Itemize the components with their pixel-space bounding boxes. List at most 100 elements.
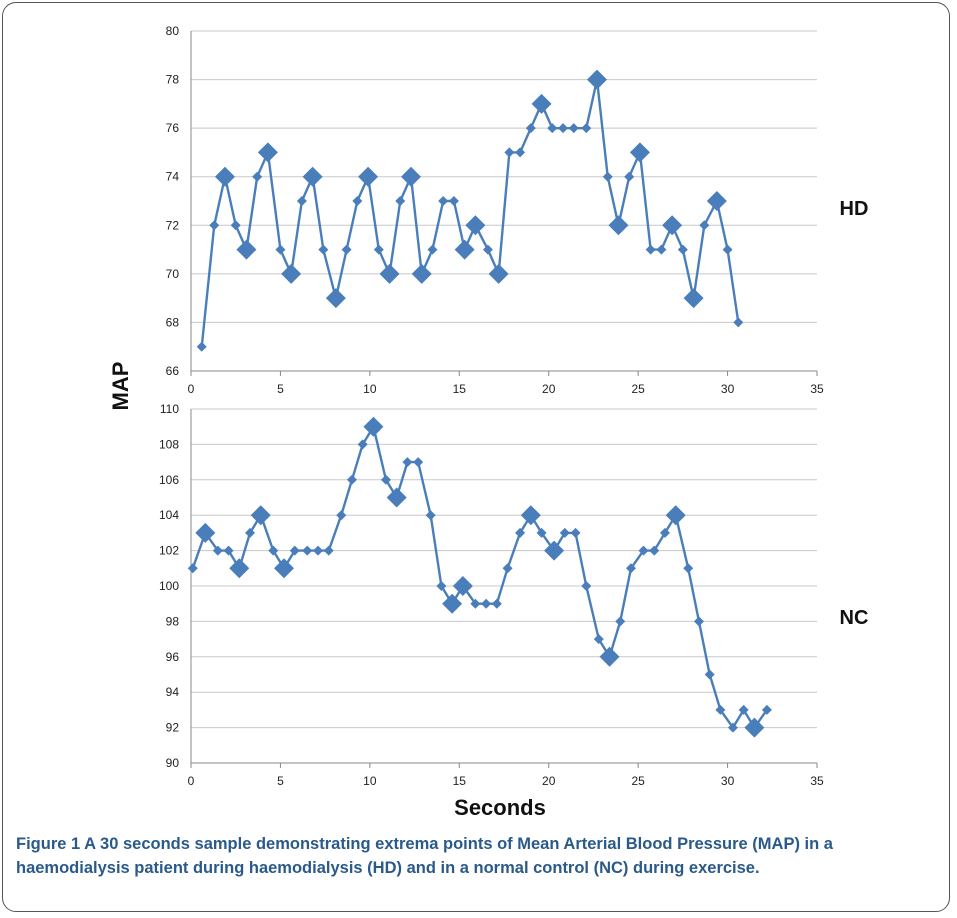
y-tick-label: 102 [159,544,179,558]
data-point [704,669,715,680]
data-point [547,123,558,134]
extrema-point [544,540,565,561]
data-point [593,634,604,645]
data-point [733,317,744,328]
extrema-point [257,142,278,163]
extrema-point [363,416,384,437]
series-line-nc [191,425,768,729]
extrema-point [250,505,271,526]
extrema-point [662,215,683,236]
data-point [402,457,413,468]
extrema-point [195,522,216,543]
x-axis-label: Seconds [454,795,546,820]
series-label-hd: HD [840,198,869,220]
y-tick-label: 100 [159,579,179,593]
data-point [395,196,406,206]
data-point [357,439,368,450]
data-point [230,220,241,231]
extrema-point [325,288,346,309]
extrema-point [214,166,235,187]
y-tick-label: 96 [166,650,180,664]
x-tick-label: 30 [721,382,735,396]
extrema-point [454,239,475,260]
figure-caption: Figure 1 A 30 seconds sample demonstrati… [16,832,936,880]
data-point [187,563,198,574]
y-tick-label: 78 [166,73,180,87]
data-point [209,220,220,231]
extrema-point [665,505,686,526]
data-point [275,244,286,255]
data-point [645,244,656,255]
x-tick-label: 0 [188,774,195,788]
extrema-point [587,69,608,90]
data-point [268,545,279,556]
y-tick-label: 66 [166,364,180,378]
data-point [761,704,772,715]
data-point [223,545,234,556]
data-point [352,196,363,206]
data-point [715,704,726,715]
data-point [436,581,447,591]
extrema-point [488,263,509,284]
x-tick-label: 15 [453,382,467,396]
data-point [302,545,313,556]
data-point [380,474,391,485]
extrema-point [706,191,727,211]
data-point [581,123,592,134]
x-tick-label: 25 [631,774,645,788]
y-tick-label: 106 [159,473,179,487]
data-point [289,545,300,556]
y-tick-label: 68 [166,315,180,329]
y-tick-label: 76 [166,121,180,135]
data-point [568,123,579,134]
data-point [427,244,438,255]
caption-label: Figure 1 [16,835,81,853]
data-point [602,171,613,182]
extrema-point [229,558,250,579]
data-point [323,545,334,556]
x-tick-label: 20 [542,774,556,788]
x-tick-label: 10 [363,382,377,396]
data-point [683,563,694,574]
y-tick-label: 104 [159,508,179,522]
extrema-point [386,487,407,508]
data-point [252,171,263,182]
y-tick-label: 92 [166,721,180,735]
data-point [373,244,384,255]
data-point [312,545,323,556]
y-tick-label: 80 [166,24,180,38]
x-tick-label: 35 [810,774,824,788]
extrema-point [379,263,400,284]
data-point [470,598,481,609]
extrema-point [629,142,650,163]
extrema-point [281,263,302,284]
data-point [727,722,738,733]
extrema-point [442,593,463,614]
data-point [346,474,357,485]
extrema-point [411,263,432,284]
extrema-point [520,505,541,526]
extrema-point [400,166,421,187]
y-tick-label: 70 [166,267,180,281]
extrema-point [608,215,629,236]
y-tick-label: 72 [166,218,180,232]
data-point [615,616,626,627]
data-point [502,563,513,574]
data-point [245,527,256,538]
x-tick-label: 5 [277,382,284,396]
y-tick-label: 90 [166,756,180,770]
data-point [581,581,592,591]
y-tick-label: 110 [160,402,179,416]
data-point [699,220,710,231]
data-point [296,196,307,206]
data-point [677,244,688,255]
data-point [491,598,502,609]
x-tick-label: 5 [277,774,284,788]
caption-text: A 30 seconds sample demonstrating extrem… [16,835,833,877]
data-point [625,563,636,574]
data-point [656,244,667,255]
extrema-point [358,166,379,187]
nc-panel: 90 92 94 96 98 100 102 104 106 108 110 0 5 10 15 20 25 30… [159,402,868,788]
data-point [659,527,670,538]
data-point [413,457,424,468]
